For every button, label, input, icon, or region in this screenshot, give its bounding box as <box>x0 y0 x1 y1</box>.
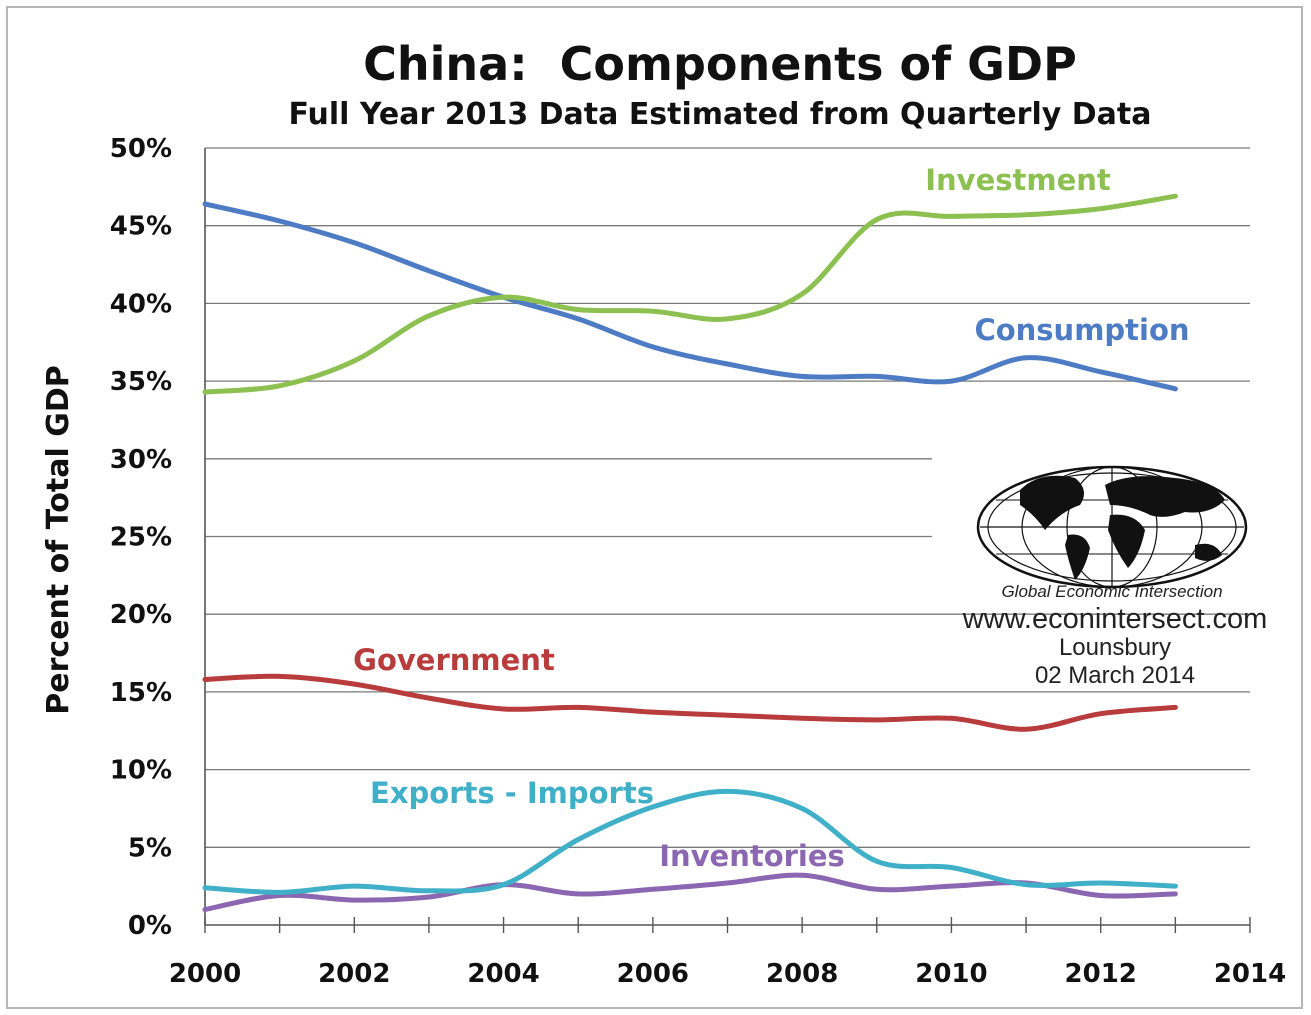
series-line-investment <box>202 193 1178 395</box>
axes <box>204 148 1251 933</box>
y-axis-label: Percent of Total GDP <box>41 365 76 714</box>
y-tick-label: 20% <box>110 600 172 630</box>
legend-label-investment: Investment <box>925 163 1111 197</box>
y-tick-label: 5% <box>128 833 172 863</box>
x-tick-label: 2008 <box>766 959 838 989</box>
x-tick-label: 2006 <box>617 959 689 989</box>
y-tick-label: 50% <box>110 134 172 164</box>
chart-subtitle: Full Year 2013 Data Estimated from Quart… <box>289 97 1152 132</box>
series-line-exports-imports <box>202 788 1178 895</box>
y-tick-label: 30% <box>110 445 172 475</box>
legend-label-inventories: Inventories <box>659 839 845 873</box>
legend-label-government: Government <box>353 643 555 677</box>
series-line-inventories <box>202 872 1178 912</box>
x-tick-label: 2002 <box>318 959 390 989</box>
watermark-url: www.econintersect.com <box>962 603 1268 635</box>
y-tick-label: 45% <box>110 212 172 242</box>
x-tick-label: 2004 <box>467 959 539 989</box>
x-tick-label: 2012 <box>1065 959 1137 989</box>
y-tick-label: 15% <box>110 678 172 708</box>
x-tick-label: 2010 <box>915 959 987 989</box>
legend-label-exports-imports: Exports - Imports <box>370 776 654 810</box>
watermark-date: 02 March 2014 <box>1035 662 1195 689</box>
x-tick-labels: 2000 2002 2004 2006 2008 2010 2012 2014 <box>169 959 1286 989</box>
x-tick-label: 2014 <box>1214 959 1286 989</box>
series-line-government <box>202 673 1178 732</box>
y-tick-label: 10% <box>110 756 172 786</box>
y-tick-label: 0% <box>128 911 172 941</box>
watermark-brand: Global Economic Intersection <box>1001 582 1222 601</box>
series-line-consumption <box>202 201 1178 392</box>
chart-title: China: Components of GDP <box>363 37 1077 91</box>
y-tick-label: 25% <box>110 523 172 553</box>
y-tick-label: 40% <box>110 289 172 319</box>
globe-icon <box>976 465 1248 589</box>
legend-label-consumption: Consumption <box>974 313 1189 347</box>
econintersect-logo: Global Economic Intersection <box>932 456 1268 601</box>
y-tick-label: 35% <box>110 367 172 397</box>
x-tick-label: 2000 <box>169 959 241 989</box>
series-lines <box>202 193 1178 912</box>
watermark-author: Lounsbury <box>1059 634 1171 661</box>
y-tick-labels: 0% 5% 10% 15% 20% 25% 30% 35% 40% 45% 50% <box>110 134 172 941</box>
